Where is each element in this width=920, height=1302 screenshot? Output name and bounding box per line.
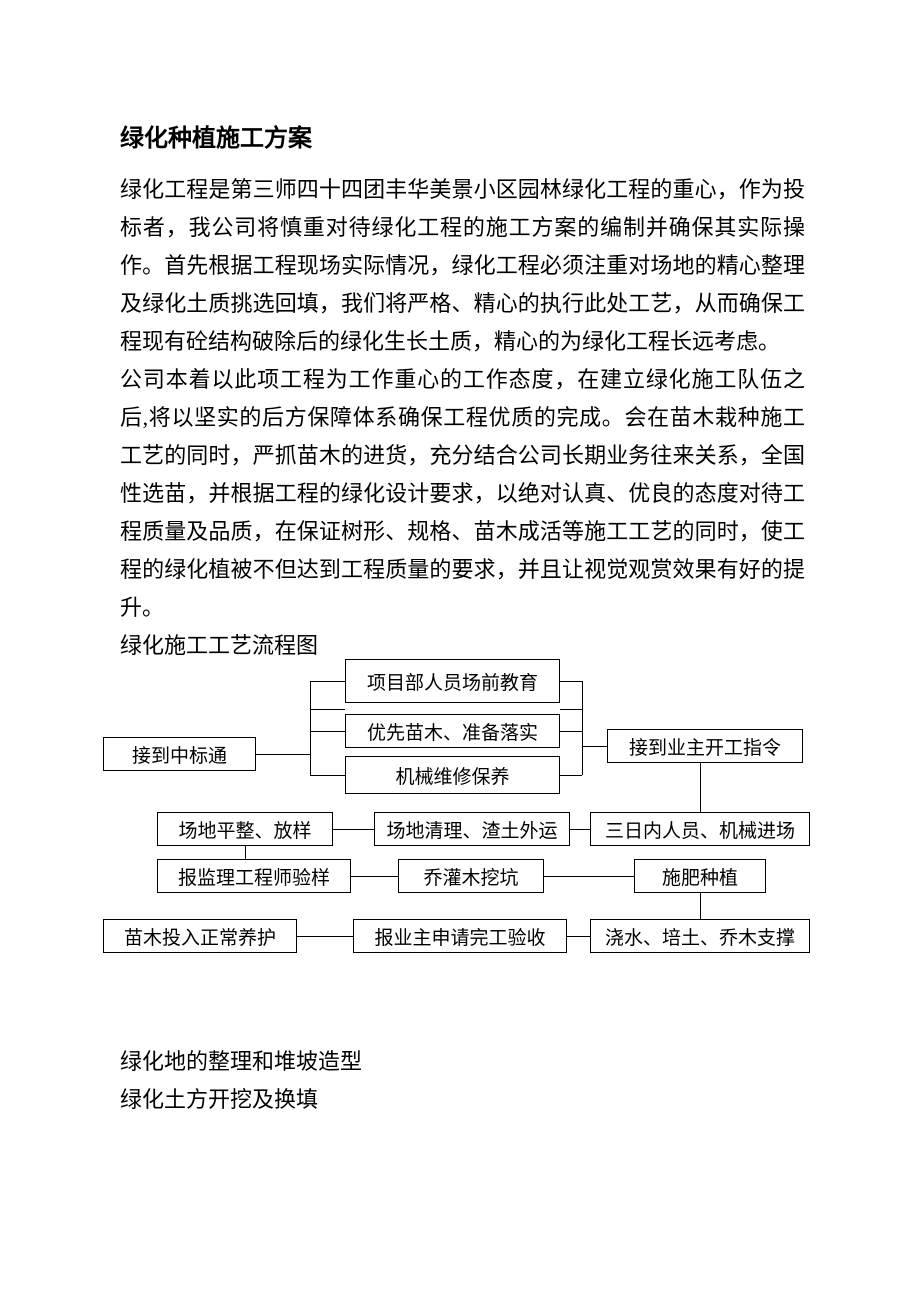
page-title: 绿化种植施工方案	[120, 118, 805, 153]
line	[245, 846, 246, 859]
line	[560, 709, 582, 710]
node-supervisor-sample: 报监理工程师验样	[157, 859, 351, 893]
line	[310, 681, 345, 682]
line	[351, 876, 398, 877]
bottom-text-1: 绿化地的整理和堆坡造型	[120, 1043, 805, 1081]
bottom-text-2: 绿化土方开挖及换填	[120, 1081, 805, 1119]
line	[544, 876, 634, 877]
line	[570, 829, 590, 830]
node-owner-order: 接到业主开工指令	[607, 729, 803, 763]
node-three-day-entry: 三日内人员、机械进场	[590, 812, 810, 846]
line	[310, 731, 345, 732]
line	[256, 754, 310, 755]
node-site-cleanup: 场地清理、渣土外运	[374, 812, 570, 846]
line	[310, 775, 345, 776]
node-priority-seedlings: 优先苗木、准备落实	[345, 714, 560, 748]
node-machinery-maintenance: 机械维修保养	[345, 756, 560, 794]
paragraph-1: 绿化工程是第三师四十四团丰华美景小区园林绿化工程的重心，作为投标者，我公司将慎重…	[120, 171, 805, 361]
line	[700, 763, 701, 812]
line	[560, 681, 582, 682]
line	[560, 731, 582, 732]
line	[333, 829, 374, 830]
line	[297, 936, 353, 937]
flowchart: 项目部人员场前教育 优先苗木、准备落实 机械维修保养 接到中标通 接到业主开工指…	[120, 659, 805, 1019]
flowchart-label: 绿化施工工艺流程图	[120, 633, 318, 658]
line	[310, 681, 311, 775]
node-education: 项目部人员场前教育	[345, 659, 560, 703]
node-normal-maintenance: 苗木投入正常养护	[103, 919, 297, 953]
line	[310, 709, 345, 710]
node-tree-pit: 乔灌木挖坑	[398, 859, 544, 893]
node-bid-notice: 接到中标通	[103, 737, 256, 771]
node-watering-support: 浇水、培土、乔木支撑	[590, 919, 810, 953]
line	[560, 775, 582, 776]
node-completion-acceptance: 报业主申请完工验收	[353, 919, 567, 953]
node-fertilize-plant: 施肥种植	[634, 859, 766, 893]
node-site-leveling: 场地平整、放样	[157, 812, 333, 846]
line	[582, 681, 583, 775]
paragraph-2: 公司本着以此项工程为工作重心的工作态度，在建立绿化施工队伍之后,将以坚实的后方保…	[120, 361, 805, 627]
line	[700, 893, 701, 919]
line	[567, 936, 590, 937]
line	[582, 746, 607, 747]
